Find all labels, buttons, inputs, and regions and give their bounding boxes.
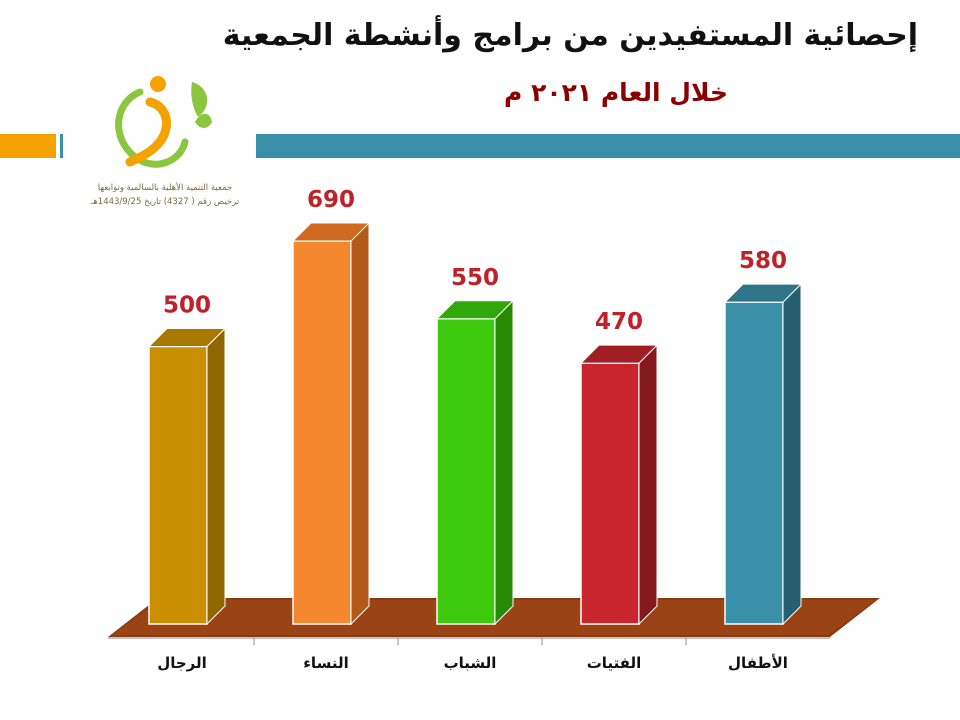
org-name: جمعية التنمية الأهلية بالسالمية وتوابعها bbox=[97, 183, 233, 193]
bar-value-label: 470 bbox=[595, 309, 643, 335]
x-tick-label: الرجال bbox=[157, 654, 207, 672]
bar-side bbox=[638, 343, 658, 626]
bar-front bbox=[292, 240, 352, 625]
org-logo-icon bbox=[115, 76, 212, 168]
bar-value-label: 580 bbox=[739, 248, 787, 274]
bar-value-label: 550 bbox=[451, 265, 499, 291]
bar-front bbox=[148, 345, 208, 625]
x-tick-label: الفتيات bbox=[587, 654, 642, 672]
x-tick-label: الشباب bbox=[444, 654, 497, 672]
bar-top bbox=[291, 222, 371, 242]
x-tick-label: الأطفال bbox=[728, 654, 788, 672]
header-band-teal bbox=[256, 134, 960, 158]
bar-top bbox=[579, 344, 659, 364]
x-tick-label: النساء bbox=[303, 654, 348, 672]
bar-value-label: 500 bbox=[163, 293, 211, 319]
bar-side bbox=[350, 221, 370, 626]
bar-side bbox=[494, 299, 514, 626]
page-subtitle: خلال العام ٢٠٢١ م bbox=[504, 78, 728, 107]
page-title: إحصائية المستفيدين من برامج وأنشطة الجمع… bbox=[222, 18, 918, 53]
header-band-divider bbox=[60, 134, 63, 158]
bar-top bbox=[147, 328, 227, 347]
bar-top bbox=[435, 300, 515, 320]
bar-front bbox=[724, 301, 784, 625]
bar-front bbox=[436, 318, 496, 625]
header-band-orange bbox=[0, 134, 56, 158]
bar-front bbox=[580, 362, 640, 625]
bar-side bbox=[782, 282, 802, 626]
org-license: ترخيص رقم ( 4327) تاريخ 1443/9/25هـ bbox=[90, 197, 240, 207]
bar-side bbox=[206, 327, 226, 626]
bar-value-label: 690 bbox=[307, 187, 355, 213]
bar-top bbox=[723, 283, 803, 303]
